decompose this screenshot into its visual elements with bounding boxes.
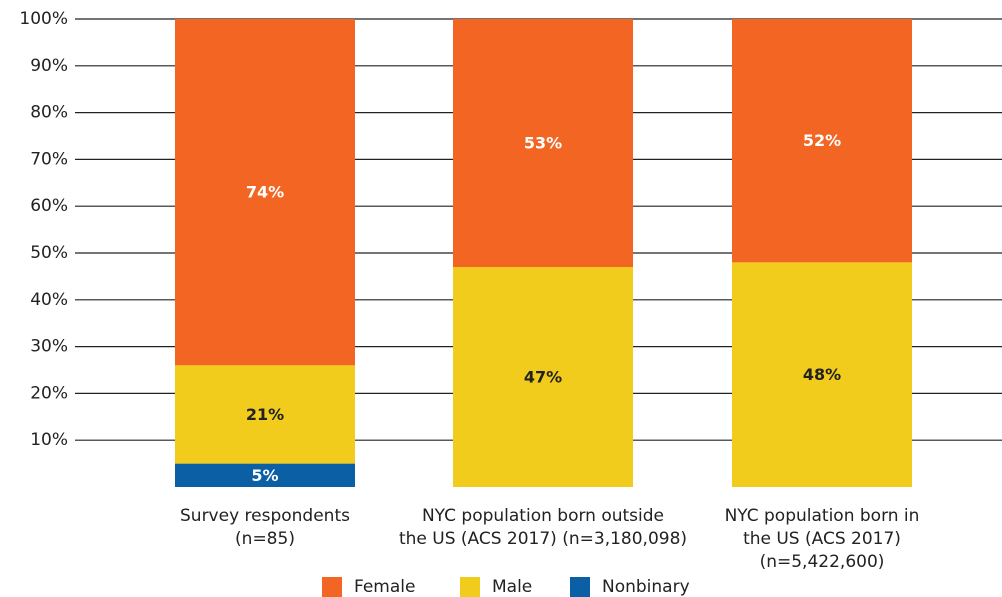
legend-swatch [460, 577, 480, 597]
y-tick-label: 100% [19, 9, 68, 29]
y-tick-label: 70% [30, 149, 68, 169]
data-label: 53% [524, 134, 562, 153]
bar-segment [175, 365, 355, 464]
x-tick-label: (n=5,422,600) [760, 552, 885, 572]
bar-segment [453, 19, 633, 268]
legend-label: Female [354, 577, 415, 597]
legend-swatch [322, 577, 342, 597]
bar-segment [175, 19, 355, 366]
data-label: 74% [246, 183, 284, 202]
y-tick-label: 20% [30, 383, 68, 403]
y-tick-label: 60% [30, 196, 68, 216]
bar-segment [732, 19, 912, 263]
y-tick-label: 80% [30, 103, 68, 123]
data-label: 47% [524, 368, 562, 387]
x-tick-label: the US (ACS 2017) [743, 529, 901, 549]
bar-segment [175, 463, 355, 487]
y-tick-label: 40% [30, 290, 68, 310]
legend-label: Male [492, 577, 532, 597]
legend-swatch [570, 577, 590, 597]
y-tick-label: 30% [30, 337, 68, 357]
data-label: 5% [251, 466, 278, 485]
bar-segment [732, 262, 912, 487]
x-tick-label: NYC population born in [725, 506, 920, 526]
bar-segment [453, 267, 633, 487]
y-tick-label: 50% [30, 243, 68, 263]
x-tick-label: (n=85) [235, 529, 295, 549]
data-label: 21% [246, 405, 284, 424]
data-label: 48% [803, 365, 841, 384]
legend-label: Nonbinary [602, 577, 690, 597]
x-tick-label: NYC population born outside [422, 506, 664, 526]
x-tick-label: the US (ACS 2017) (n=3,180,098) [399, 529, 687, 549]
x-tick-label: Survey respondents [180, 506, 350, 526]
y-tick-label: 90% [30, 56, 68, 76]
data-label: 52% [803, 131, 841, 150]
y-tick-label: 10% [30, 430, 68, 450]
